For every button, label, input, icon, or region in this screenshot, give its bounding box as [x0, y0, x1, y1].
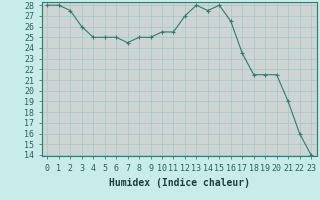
- Bar: [42, 2, 53, 156]
- Bar: [271, 2, 282, 156]
- Bar: [236, 2, 248, 156]
- Bar: [305, 2, 317, 156]
- Bar: [202, 2, 214, 156]
- Bar: [282, 2, 294, 156]
- Bar: [260, 2, 271, 156]
- Bar: [248, 2, 260, 156]
- Bar: [191, 2, 202, 156]
- X-axis label: Humidex (Indice chaleur): Humidex (Indice chaleur): [109, 178, 250, 188]
- Bar: [179, 2, 191, 156]
- Bar: [156, 2, 168, 156]
- Bar: [65, 2, 76, 156]
- Bar: [99, 2, 110, 156]
- Bar: [225, 2, 236, 156]
- Bar: [133, 2, 145, 156]
- Bar: [168, 2, 179, 156]
- Bar: [53, 2, 65, 156]
- Bar: [87, 2, 99, 156]
- Bar: [294, 2, 305, 156]
- Bar: [122, 2, 133, 156]
- Bar: [214, 2, 225, 156]
- Bar: [76, 2, 87, 156]
- Bar: [145, 2, 156, 156]
- Bar: [110, 2, 122, 156]
